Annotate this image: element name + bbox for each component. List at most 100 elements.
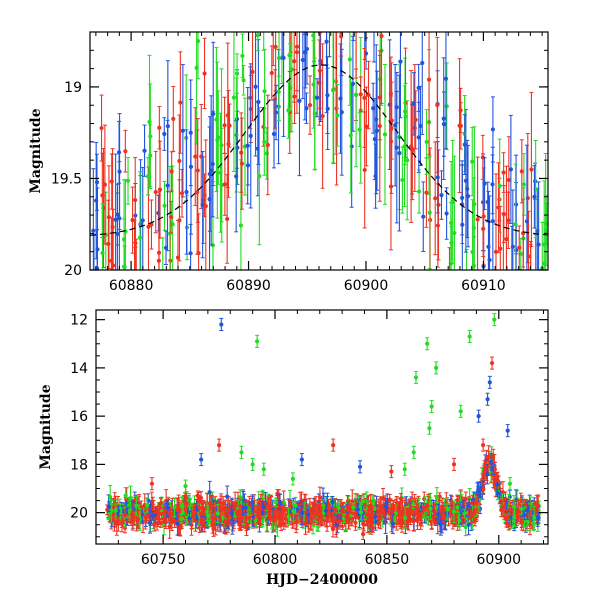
bottom-y-tick-label: 16 xyxy=(70,409,88,425)
bottom-data-point xyxy=(451,500,457,524)
bottom-data-point xyxy=(175,497,180,522)
bottom-data-point xyxy=(195,490,200,501)
top-data-point xyxy=(426,32,432,156)
bottom-y-tick-label: 12 xyxy=(70,313,88,329)
top-data-point xyxy=(196,213,201,270)
top-data-point xyxy=(421,181,426,252)
bottom-axis-ticks: 60750 60800 60850 60900 12 14 16 18 20 xyxy=(70,310,548,568)
bottom-data-point xyxy=(358,504,364,521)
bottom-data-point xyxy=(527,500,532,525)
bottom-outlier-point xyxy=(505,424,510,438)
top-data-point xyxy=(493,173,499,270)
top-data-point xyxy=(300,32,305,100)
bottom-outlier-point xyxy=(492,313,497,327)
top-data-point xyxy=(239,117,245,210)
top-y-tick-label: 19 xyxy=(64,80,82,96)
bottom-data-point xyxy=(261,500,266,513)
top-data-point xyxy=(265,94,270,196)
bottom-data-point xyxy=(187,511,192,526)
bottom-data-point xyxy=(500,500,505,518)
top-data-point xyxy=(110,148,115,270)
top-data-point xyxy=(225,174,230,264)
bottom-data-point xyxy=(106,501,112,513)
bottom-data-points xyxy=(105,313,541,541)
top-data-point xyxy=(350,35,356,132)
top-data-point xyxy=(222,152,227,216)
top-data-point xyxy=(222,96,227,154)
bottom-data-point xyxy=(150,510,155,521)
top-data-point xyxy=(106,199,111,270)
top-x-tick-label: 60910 xyxy=(461,278,506,294)
top-data-point xyxy=(202,173,207,218)
top-data-point xyxy=(497,138,502,234)
top-data-point xyxy=(393,63,398,187)
bottom-data-point xyxy=(303,510,308,535)
top-data-point xyxy=(169,151,174,192)
bottom-outlier-point xyxy=(239,445,244,459)
top-data-point xyxy=(91,168,96,270)
bottom-data-point xyxy=(210,516,215,534)
bottom-data-point xyxy=(229,505,234,521)
top-data-point xyxy=(245,87,250,205)
top-data-point xyxy=(354,32,359,79)
top-data-point xyxy=(513,154,519,255)
top-data-point xyxy=(528,244,533,270)
top-data-point xyxy=(458,102,463,150)
top-data-point xyxy=(409,70,414,223)
top-data-point xyxy=(188,223,193,270)
top-data-point xyxy=(133,157,138,244)
top-data-point xyxy=(297,32,302,177)
top-data-point xyxy=(490,146,495,270)
bottom-outlier-point xyxy=(487,375,492,389)
bottom-y-tick-label: 14 xyxy=(70,361,88,377)
bottom-outlier-point xyxy=(427,421,432,435)
top-data-point xyxy=(103,191,108,270)
top-data-point xyxy=(441,91,447,157)
bottom-outlier-point xyxy=(458,404,463,418)
top-data-point xyxy=(292,32,297,103)
bottom-data-point xyxy=(215,503,220,523)
bottom-data-point xyxy=(161,507,166,519)
bottom-x-axis-title: HJD−2400000 xyxy=(266,572,378,588)
top-data-point xyxy=(327,0,331,17)
top-data-point xyxy=(439,170,444,220)
bottom-data-point xyxy=(250,496,255,510)
bottom-outlier-point xyxy=(476,409,481,423)
top-data-point xyxy=(209,95,214,246)
top-data-point xyxy=(482,157,487,211)
bottom-data-point xyxy=(462,508,467,519)
top-axis-ticks: 60880 60890 60900 60910 19 19.5 20 xyxy=(51,31,548,294)
top-data-point xyxy=(325,67,330,150)
bottom-data-point xyxy=(312,497,317,520)
bottom-data-point xyxy=(221,496,226,512)
top-data-point xyxy=(379,32,384,104)
bottom-data-point xyxy=(421,506,426,515)
top-data-point xyxy=(179,168,185,218)
bottom-outlier-point xyxy=(389,465,394,479)
bottom-data-point xyxy=(268,495,274,518)
top-data-point xyxy=(472,126,477,270)
top-data-point xyxy=(281,32,286,137)
bottom-data-point xyxy=(519,513,524,531)
bottom-data-point xyxy=(515,511,520,524)
top-data-point xyxy=(510,189,515,270)
bottom-data-point xyxy=(286,507,291,527)
top-data-point xyxy=(261,32,266,51)
top-data-point xyxy=(357,112,362,148)
bottom-data-point xyxy=(273,497,279,507)
bottom-outlier-point xyxy=(425,337,430,351)
bottom-data-point xyxy=(471,504,476,522)
bottom-data-point xyxy=(130,510,135,531)
top-data-point xyxy=(123,129,128,173)
top-data-point xyxy=(339,32,344,57)
top-data-point xyxy=(366,60,371,130)
top-data-point xyxy=(389,62,394,194)
top-x-tick-label: 60890 xyxy=(226,278,271,294)
bottom-data-point xyxy=(387,507,393,520)
top-data-point xyxy=(358,76,363,113)
top-data-point xyxy=(372,98,377,181)
top-data-point xyxy=(371,82,376,134)
bottom-data-point xyxy=(463,517,468,537)
top-data-point xyxy=(435,141,440,214)
